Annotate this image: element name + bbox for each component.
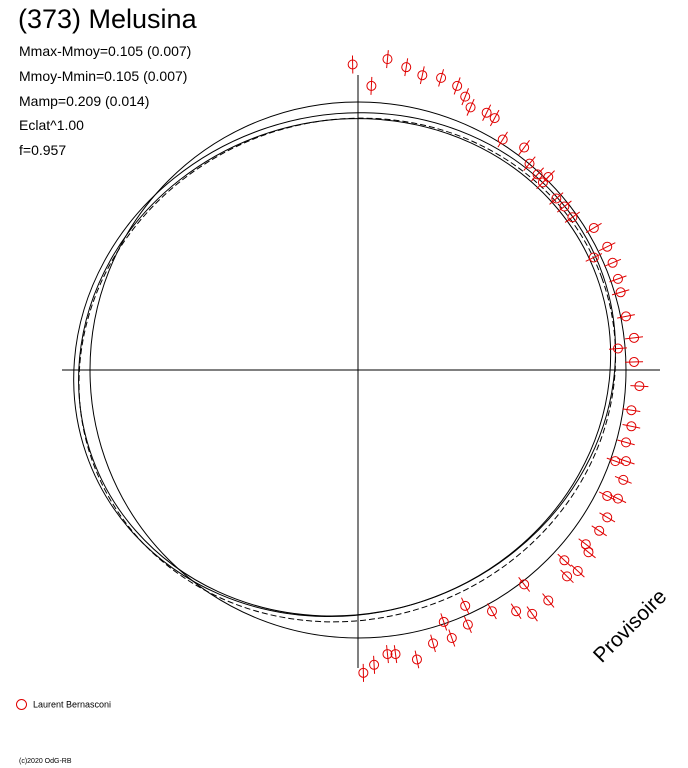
- data-point-35: [591, 525, 607, 537]
- data-point-6: [452, 77, 463, 95]
- data-point-2: [382, 50, 393, 69]
- data-point-45: [446, 629, 457, 647]
- data-point-18: [564, 211, 581, 223]
- data-point-1: [366, 76, 377, 95]
- data-point-26: [625, 356, 644, 367]
- data-point-14: [531, 167, 545, 182]
- data-point-38: [570, 564, 585, 578]
- data-point-22: [609, 273, 627, 284]
- legend: Laurent Bernasconi: [16, 699, 112, 711]
- data-point-12: [518, 140, 530, 156]
- data-point-56: [598, 490, 616, 501]
- data-point-43: [487, 603, 497, 620]
- data-point-51: [358, 663, 369, 682]
- data-point-19: [585, 222, 602, 234]
- data-point-50: [369, 655, 380, 674]
- data-point-44: [462, 616, 473, 634]
- data-point-21: [604, 257, 622, 268]
- data-point-37: [581, 546, 596, 559]
- data-point-41: [526, 606, 538, 622]
- data-point-39: [560, 569, 574, 584]
- data-point-52: [438, 613, 449, 631]
- data-point-4: [417, 66, 428, 85]
- data-point-3: [401, 58, 412, 77]
- stat-mmax-mmoy: Mmax-Mmoy=0.105 (0.007): [19, 43, 192, 59]
- data-point-17: [556, 200, 572, 213]
- data-point-9: [481, 104, 492, 121]
- axes-layer: [62, 75, 660, 668]
- data-point-34: [599, 512, 616, 523]
- data-point-10: [489, 109, 500, 127]
- data-point-28: [622, 405, 641, 416]
- stat-mmoy-mmin: Mmoy-Mmin=0.105 (0.007): [19, 68, 188, 84]
- data-point-57: [606, 456, 624, 467]
- data-point-20: [598, 241, 616, 252]
- data-point-11: [497, 131, 508, 148]
- data-point-16: [549, 192, 564, 205]
- data-point-42: [510, 603, 522, 620]
- data-point-54: [518, 576, 531, 592]
- model-curve-1: [78, 118, 612, 617]
- data-point-60: [536, 175, 550, 190]
- data-point-27: [630, 381, 649, 392]
- legend-marker-icon: [16, 699, 27, 711]
- observation-points-layer: [347, 50, 649, 682]
- data-point-25: [625, 332, 644, 343]
- data-point-49: [382, 645, 393, 664]
- data-point-32: [614, 474, 632, 485]
- stat-f: f=0.957: [19, 142, 67, 158]
- model-curves-layer: [73, 101, 627, 639]
- chart-title: (373) Melusina: [18, 4, 197, 34]
- data-point-48: [390, 645, 401, 664]
- data-point-53: [460, 597, 471, 615]
- data-point-23: [611, 287, 630, 298]
- data-point-24: [617, 311, 635, 322]
- data-point-29: [622, 421, 641, 432]
- data-point-47: [411, 650, 422, 669]
- data-point-13: [523, 156, 536, 171]
- data-point-7: [460, 88, 471, 106]
- copyright-note: (c)2020 OdG-RB: [19, 758, 72, 765]
- stat-eclat: Eclat^1.00: [19, 117, 84, 133]
- model-curve-2: [78, 117, 617, 623]
- model-curve-3: [73, 112, 617, 618]
- data-point-31: [617, 456, 635, 467]
- data-point-55: [557, 553, 572, 567]
- legend-label: Laurent Bernasconi: [33, 699, 112, 710]
- stat-mamp: Mamp=0.209 (0.014): [19, 93, 150, 109]
- data-point-59: [585, 252, 603, 263]
- data-point-0: [347, 55, 358, 74]
- data-point-40: [542, 593, 555, 608]
- data-point-58: [608, 343, 627, 354]
- data-point-46: [428, 634, 439, 653]
- data-point-8: [465, 98, 476, 116]
- data-point-5: [436, 69, 447, 87]
- data-point-30: [617, 437, 635, 448]
- reference-circle: [89, 101, 627, 639]
